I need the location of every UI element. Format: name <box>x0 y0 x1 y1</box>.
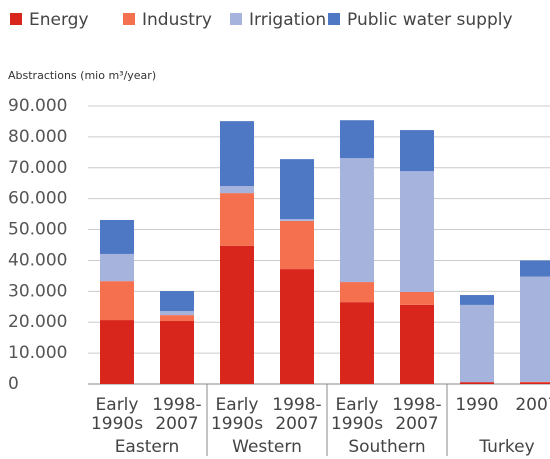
x-tick-label: 2007 <box>275 414 318 434</box>
legend-swatch <box>10 13 22 25</box>
bar-segment <box>460 304 494 383</box>
bar-segment <box>100 320 134 384</box>
y-tick-label: 20.000 <box>8 312 67 332</box>
bar-segment <box>340 158 374 283</box>
x-tick-label: Early <box>336 395 379 415</box>
bar-segment <box>340 282 374 303</box>
bar-segment <box>100 219 134 254</box>
bar-segment <box>280 220 314 270</box>
bar-segment <box>220 193 254 246</box>
x-tick-label: 2007 <box>515 395 550 415</box>
y-tick-label: 30.000 <box>8 281 67 301</box>
y-tick-label: 60.000 <box>8 189 67 209</box>
y-tick-label: 90.000 <box>8 96 67 116</box>
x-tick-label: 1990s <box>331 414 383 434</box>
legend-label: Irrigation <box>249 10 326 30</box>
group-label: Southern <box>348 437 425 457</box>
group-label: Western <box>232 437 302 457</box>
bar-segment <box>400 171 434 292</box>
bar-segment <box>520 382 550 384</box>
legend-label: Energy <box>29 10 89 30</box>
legend-label: Industry <box>142 10 212 30</box>
legend-swatch <box>123 13 135 25</box>
bar-segment <box>340 120 374 159</box>
y-tick-label: 0 <box>8 374 19 394</box>
bar-segment <box>460 382 494 384</box>
x-tick-label: Early <box>216 395 259 415</box>
bar-segment <box>520 260 550 277</box>
bar-segment <box>160 311 194 316</box>
legend-swatch <box>328 13 340 25</box>
bar-segment <box>340 302 374 384</box>
x-tick-label: 2007 <box>395 414 438 434</box>
group-label: Eastern <box>115 437 180 457</box>
x-tick-label: 2007 <box>155 414 198 434</box>
bar-segment <box>220 245 254 384</box>
x-tick-label: 1998- <box>392 395 441 415</box>
group-label: Turkey <box>478 437 534 457</box>
y-tick-label: 10.000 <box>8 343 67 363</box>
y-tick-label: 40.000 <box>8 250 67 270</box>
x-tick-label: 1990s <box>211 414 263 434</box>
x-tick-label: 1998- <box>152 395 201 415</box>
bar-segment <box>220 121 254 187</box>
bar-segment <box>160 291 194 312</box>
bar-segment <box>400 304 434 384</box>
y-tick-label: 70.000 <box>8 158 67 178</box>
y-tick-label: 50.000 <box>8 220 67 240</box>
bar-segment <box>400 130 434 172</box>
x-tick-label: 1998- <box>272 395 321 415</box>
legend-label: Public water supply <box>347 10 513 30</box>
bar-segment <box>400 291 434 305</box>
bar-segment <box>280 219 314 221</box>
bar-segment <box>280 269 314 384</box>
y-axis-label: Abstractions (mio m³/year) <box>8 69 156 82</box>
bar-segment <box>100 253 134 282</box>
legend-swatch <box>230 13 242 25</box>
bar-segment <box>520 381 550 383</box>
y-tick-label: 80.000 <box>8 127 67 147</box>
x-tick-label: 1990 <box>455 395 498 415</box>
bar-segment <box>160 320 194 384</box>
bar-segment <box>520 276 550 382</box>
bar-segment <box>220 186 254 194</box>
x-tick-label: Early <box>96 395 139 415</box>
bar-segment <box>160 315 194 321</box>
x-tick-label: 1990s <box>91 414 143 434</box>
bar-segment <box>280 159 314 220</box>
bar-segment <box>100 281 134 321</box>
bar-segment <box>460 295 494 305</box>
